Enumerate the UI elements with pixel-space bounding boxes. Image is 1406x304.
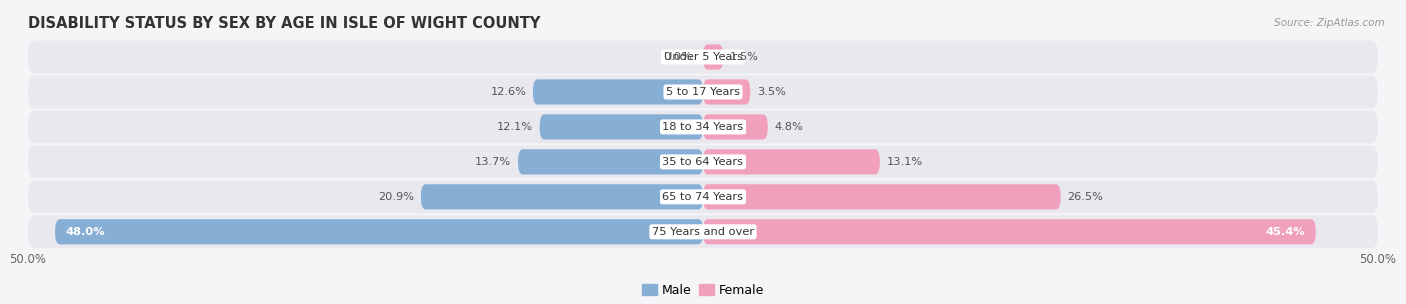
FancyBboxPatch shape <box>540 114 703 140</box>
FancyBboxPatch shape <box>28 40 1378 74</box>
FancyBboxPatch shape <box>28 110 1378 143</box>
FancyBboxPatch shape <box>703 149 880 174</box>
Text: 45.4%: 45.4% <box>1265 227 1305 237</box>
Text: 35 to 64 Years: 35 to 64 Years <box>662 157 744 167</box>
FancyBboxPatch shape <box>28 75 1378 109</box>
FancyBboxPatch shape <box>28 145 1378 178</box>
Text: 12.6%: 12.6% <box>491 87 526 97</box>
Text: DISABILITY STATUS BY SEX BY AGE IN ISLE OF WIGHT COUNTY: DISABILITY STATUS BY SEX BY AGE IN ISLE … <box>28 16 540 31</box>
Text: 13.7%: 13.7% <box>475 157 512 167</box>
Text: 12.1%: 12.1% <box>496 122 533 132</box>
Text: 48.0%: 48.0% <box>66 227 105 237</box>
FancyBboxPatch shape <box>703 219 1316 244</box>
Text: 3.5%: 3.5% <box>756 87 786 97</box>
Text: Source: ZipAtlas.com: Source: ZipAtlas.com <box>1274 18 1385 28</box>
Text: 75 Years and over: 75 Years and over <box>652 227 754 237</box>
Text: 4.8%: 4.8% <box>775 122 803 132</box>
Text: 0.0%: 0.0% <box>664 52 692 62</box>
Text: Under 5 Years: Under 5 Years <box>664 52 742 62</box>
FancyBboxPatch shape <box>28 215 1378 248</box>
FancyBboxPatch shape <box>420 184 703 209</box>
FancyBboxPatch shape <box>703 79 751 105</box>
Text: 65 to 74 Years: 65 to 74 Years <box>662 192 744 202</box>
FancyBboxPatch shape <box>28 180 1378 213</box>
Legend: Male, Female: Male, Female <box>637 279 769 302</box>
FancyBboxPatch shape <box>55 219 703 244</box>
FancyBboxPatch shape <box>703 184 1060 209</box>
Text: 18 to 34 Years: 18 to 34 Years <box>662 122 744 132</box>
FancyBboxPatch shape <box>517 149 703 174</box>
FancyBboxPatch shape <box>533 79 703 105</box>
FancyBboxPatch shape <box>703 114 768 140</box>
Text: 5 to 17 Years: 5 to 17 Years <box>666 87 740 97</box>
Text: 26.5%: 26.5% <box>1067 192 1104 202</box>
FancyBboxPatch shape <box>703 44 723 70</box>
Text: 13.1%: 13.1% <box>887 157 922 167</box>
Text: 20.9%: 20.9% <box>378 192 415 202</box>
Text: 1.5%: 1.5% <box>730 52 759 62</box>
